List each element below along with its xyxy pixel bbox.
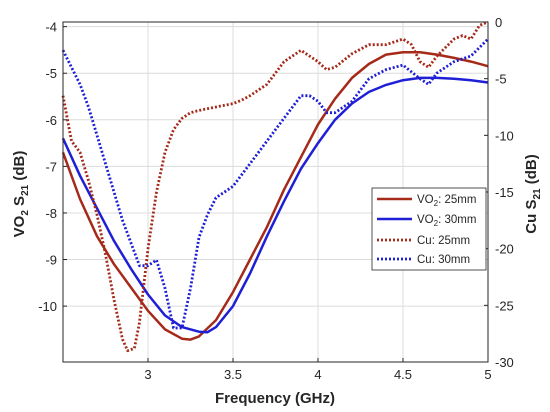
plot-area (61, 20, 489, 353)
y-tick-label-right: -10 (495, 128, 514, 143)
legend-label-vo2-25mm: VO2: 25mm (417, 194, 476, 208)
y-tick-label-left: -9 (45, 253, 57, 268)
x-tick-label: 3 (144, 367, 151, 382)
y-axis-label-right: Cu S21 (dB) (523, 154, 543, 233)
y-tick-label-right: 0 (495, 15, 502, 30)
legend-label-vo2-30mm: VO2: 30mm (417, 214, 476, 228)
series-line-vo2-30mm (61, 76, 489, 334)
y-tick-label-left: -6 (45, 113, 57, 128)
y-tick-label-left: -8 (45, 206, 57, 221)
y-axis-label-left: VO2 S21 (dB) (11, 151, 31, 238)
ticks: 3 3.5 4 4.5 5 -4 -5 -6 -7 -8 -9 -10 0 -5 -10 -15 -20 -25 -… (38, 15, 514, 382)
legend-box (371, 187, 487, 271)
x-tick-label: 3.5 (224, 367, 242, 382)
y-tick-label-left: -7 (45, 159, 57, 174)
x-tick-label: 4 (314, 367, 321, 382)
series-line-cu-30mm (61, 38, 489, 330)
legend-label-cu-25mm: Cu: 25mm (417, 235, 470, 247)
y-tick-label-left: -5 (45, 66, 57, 81)
y-tick-label-right: -20 (495, 242, 514, 257)
y-tick-label-right: -15 (495, 185, 514, 200)
legend: VO2: 25mm VO2: 30mm Cu: 25mm Cu: 30mm (371, 187, 487, 271)
y-tick-label-right: -5 (495, 72, 507, 87)
y-tick-label-right: -25 (495, 298, 514, 313)
x-tick-label: 4.5 (394, 367, 412, 382)
series-line-cu-25mm (61, 20, 489, 353)
x-axis-label: Frequency (GHz) (215, 390, 335, 407)
y-tick-label-right: -30 (495, 355, 514, 370)
x-tick-label: 5 (484, 367, 491, 382)
legend-label-cu-30mm: Cu: 30mm (417, 254, 470, 266)
y-tick-label-left: -10 (38, 299, 57, 314)
y-tick-label-left: -4 (45, 20, 57, 35)
